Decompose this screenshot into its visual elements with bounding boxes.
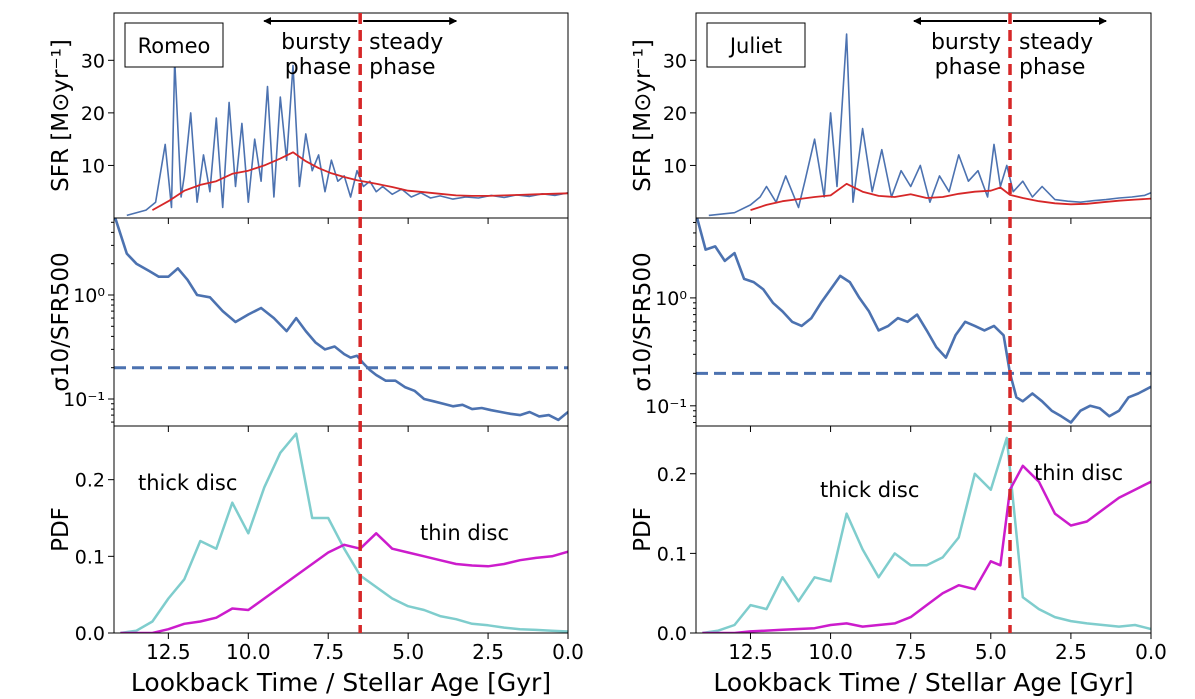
- y-tick-label: 10⁻¹: [645, 396, 687, 418]
- y-tick-label: 20: [663, 103, 687, 125]
- panel-frame: [695, 217, 1152, 427]
- y-tick-label: 30: [81, 50, 105, 72]
- thick-disc-label: thick disc: [820, 478, 919, 502]
- y-axis-label: PDF: [48, 507, 74, 552]
- y-tick-label: 10⁻¹: [63, 389, 105, 411]
- y-tick-label: 0.0: [75, 623, 105, 645]
- panel-frame: [695, 425, 1152, 634]
- series-group: [114, 218, 568, 422]
- x-tick-label: 10.0: [808, 640, 853, 664]
- y-tick-label: 10⁰: [73, 285, 105, 307]
- x-tick-label: 7.5: [895, 640, 927, 664]
- bursty-label-line2: phase: [285, 55, 351, 80]
- y-tick-label: 0.2: [75, 470, 105, 492]
- y-axis-label: σ10/SFR500: [630, 252, 656, 391]
- x-axis-label: Lookback Time / Stellar Age [Gyr]: [131, 668, 551, 697]
- series-line--10-sfr500: [696, 218, 1151, 424]
- x-tick-label: 0.0: [552, 640, 584, 664]
- thin-disc-label: thin disc: [420, 521, 509, 545]
- thick-disc-label: thick disc: [138, 471, 237, 495]
- x-tick-label: 10.0: [226, 640, 271, 664]
- x-tick-label: 7.5: [312, 640, 344, 664]
- series-line-sfr-500-myr-: [750, 182, 1151, 211]
- series-group: [126, 59, 568, 217]
- panel-frame: [113, 217, 569, 427]
- y-tick-label: 0.1: [657, 543, 687, 565]
- bursty-label-line2: phase: [935, 55, 1001, 80]
- y-tick-label: 30: [663, 50, 687, 72]
- galaxy-label-frame: [706, 22, 806, 68]
- y-axis-label: σ10/SFR500: [48, 252, 74, 391]
- steady-label-line2: phase: [1019, 55, 1085, 80]
- galaxy-label-box: Juliet: [706, 22, 806, 68]
- galaxy-label-frame: [124, 22, 224, 68]
- bursty-label-line1: bursty: [281, 30, 351, 55]
- series-line-thin-disc: [702, 464, 1151, 633]
- galaxy-label: Romeo: [138, 34, 211, 58]
- series-group: [696, 218, 1151, 424]
- y-tick-label: 20: [81, 103, 105, 125]
- y-tick-label: 10: [663, 155, 687, 177]
- series-line-sfr-500-myr-: [151, 151, 568, 211]
- galaxy-label: Juliet: [728, 34, 782, 58]
- galaxy-label-box: Romeo: [124, 22, 224, 68]
- y-axis-label: SFR [M⊙yr⁻¹]: [48, 39, 74, 192]
- y-axis-label: PDF: [630, 507, 656, 552]
- thin-disc-label: thin disc: [1034, 461, 1123, 485]
- series-line-thick-disc: [120, 432, 568, 633]
- x-tick-label: 0.0: [1135, 640, 1167, 664]
- steady-label-line2: phase: [369, 55, 435, 80]
- panel-frame: [113, 425, 569, 634]
- x-axis-label: Lookback Time / Stellar Age [Gyr]: [713, 668, 1133, 697]
- series-line-sfr-10-myr-: [126, 59, 568, 217]
- y-tick-label: 0.2: [657, 464, 687, 486]
- series-line-thin-disc: [120, 532, 568, 633]
- steady-label-line1: steady: [1019, 30, 1093, 55]
- x-tick-label: 12.5: [146, 640, 191, 664]
- series-group: [708, 33, 1151, 217]
- series-line--10-sfr500: [114, 218, 568, 422]
- panel-sfr: 10 20 30 SFR [M⊙yr⁻¹]: [48, 12, 569, 224]
- panel-sfr: 10 20 30 SFR [M⊙yr⁻¹]: [630, 12, 1152, 224]
- y-tick-label: 10: [81, 155, 105, 177]
- y-tick-label: 10⁰: [655, 288, 687, 310]
- x-tick-label: 2.5: [1055, 640, 1087, 664]
- series-group: [120, 432, 568, 633]
- x-tick-label: 2.5: [472, 640, 504, 664]
- x-tick-label: 5.0: [975, 640, 1007, 664]
- x-tick-label: 5.0: [392, 640, 424, 664]
- x-tick-label: 12.5: [728, 640, 773, 664]
- steady-label-line1: steady: [369, 30, 443, 55]
- series-line-thick-disc: [702, 436, 1151, 633]
- y-tick-label: 0.1: [75, 546, 105, 568]
- y-tick-label: 0.0: [657, 623, 687, 645]
- bursty-label-line1: bursty: [931, 30, 1001, 55]
- y-axis-label: SFR [M⊙yr⁻¹]: [630, 39, 656, 192]
- series-group: [702, 436, 1151, 633]
- panel-burstiness: 10⁰ 10⁻¹ σ10/SFR500: [630, 217, 1152, 432]
